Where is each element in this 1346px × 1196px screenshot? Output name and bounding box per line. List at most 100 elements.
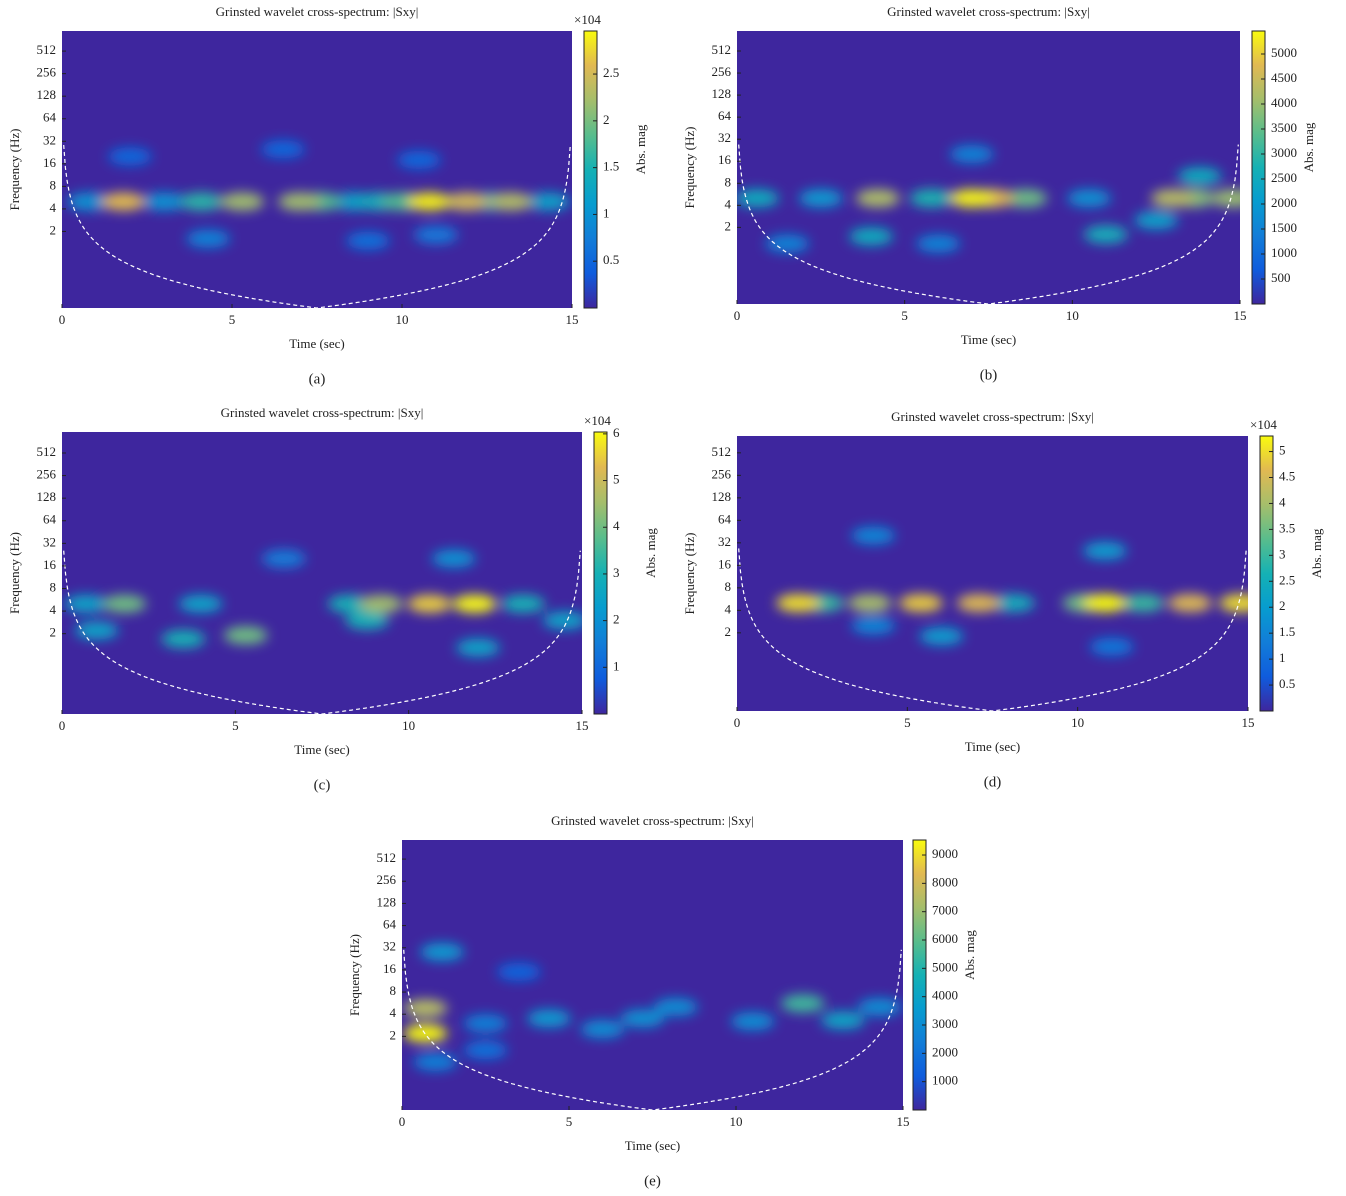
y-tick-label: 16 — [383, 961, 397, 976]
y-axis-label: Frequency (Hz) — [347, 934, 362, 1016]
colorbar-tick-label: 4500 — [1271, 70, 1297, 85]
colorbar-tick-label: 3 — [1279, 546, 1286, 561]
y-tick-label: 8 — [50, 579, 57, 594]
cone-of-influence — [63, 550, 581, 714]
colorbar-tick-label: 5000 — [1271, 45, 1297, 60]
heatmap-peak — [1134, 211, 1179, 230]
y-tick-label: 128 — [37, 87, 57, 102]
colorbar-label: Abs. mag — [1301, 122, 1316, 172]
heatmap-peak — [526, 1009, 571, 1028]
x-axis-label: Time (sec) — [289, 336, 345, 351]
heatmap-peak — [857, 998, 902, 1017]
heatmap-peak — [102, 594, 147, 613]
x-tick-label: 0 — [734, 308, 741, 323]
panel-label: (b) — [980, 367, 998, 383]
colorbar-tick-label: 2 — [613, 612, 620, 627]
colorbar-tick-label: 2 — [1279, 598, 1286, 613]
y-tick-label: 128 — [712, 489, 732, 504]
heatmap-peak — [413, 1052, 458, 1071]
y-axis-label: Frequency (Hz) — [7, 532, 22, 614]
heatmap-peak — [1089, 637, 1134, 656]
heatmap-peak — [820, 1011, 865, 1030]
heatmap-peak — [542, 611, 582, 630]
y-tick-label: 256 — [712, 64, 732, 79]
heatmap-peak — [730, 1012, 775, 1031]
y-tick-label: 16 — [43, 155, 57, 170]
colorbar-tick-label: 500 — [1271, 270, 1291, 285]
y-tick-label: 4 — [50, 602, 57, 617]
colorbar-tick-label: 1 — [1279, 650, 1286, 665]
y-tick-label: 128 — [712, 86, 732, 101]
colorbar — [583, 30, 598, 309]
x-tick-label: 5 — [901, 308, 908, 323]
heatmap-peak — [653, 998, 698, 1017]
heatmap-peak — [444, 192, 489, 211]
x-tick-label: 15 — [897, 1114, 910, 1129]
y-axis-label: Frequency (Hz) — [682, 533, 697, 615]
colorbar-tick-label: 2500 — [1271, 170, 1297, 185]
chart-panel: Grinsted wavelet cross-spectrum: |Sxy| 0 5… — [7, 4, 648, 387]
heatmap-peak — [488, 192, 533, 211]
colorbar-label: Abs. mag — [643, 528, 658, 578]
colorbar-tick-label: 1000 — [932, 1073, 958, 1088]
heatmap-peak — [1120, 594, 1165, 613]
colorbar — [912, 839, 927, 1111]
x-axis-label: Time (sec) — [961, 332, 1017, 347]
heatmap-peak — [327, 594, 372, 613]
heatmap-peak — [849, 227, 894, 246]
y-tick-label: 64 — [718, 511, 732, 526]
y-tick-label: 512 — [37, 42, 57, 57]
y-tick-label: 16 — [718, 556, 732, 571]
colorbar-tick-label: 1.5 — [1279, 624, 1295, 639]
heatmap-peak — [431, 549, 476, 568]
x-tick-label: 10 — [402, 718, 415, 733]
heatmap-peak — [798, 189, 843, 208]
heatmap-peak — [397, 150, 441, 169]
heatmap-peak — [580, 1020, 625, 1039]
heatmap-peak — [67, 192, 112, 211]
colorbar-tick-label: 2 — [603, 112, 610, 127]
heatmap-peak — [179, 192, 224, 211]
heatmap-layer — [63, 549, 582, 714]
colorbar-tick-label: 6 — [613, 425, 620, 440]
x-tick-label: 10 — [396, 312, 409, 327]
x-tick-label: 5 — [229, 312, 236, 327]
chart-panel: Grinsted wavelet cross-spectrum: |Sxy| 0 5… — [682, 409, 1324, 790]
heatmap-peak — [463, 1014, 508, 1033]
heatmap-layer — [403, 943, 902, 1110]
colorbar-tick-label: 3500 — [1271, 120, 1297, 135]
heatmap-peak — [142, 192, 186, 211]
heatmap-peak — [161, 629, 206, 648]
y-tick-label: 16 — [43, 557, 57, 572]
heatmap-peak — [420, 943, 465, 962]
heatmap-peak — [1177, 167, 1222, 186]
x-tick-label: 0 — [734, 715, 741, 730]
x-tick-label: 15 — [1242, 715, 1255, 730]
cone-of-influence — [738, 144, 1239, 304]
chart-title: Grinsted wavelet cross-spectrum: |Sxy| — [551, 813, 754, 828]
heatmap-peak — [1083, 225, 1128, 244]
y-tick-label: 32 — [718, 130, 731, 145]
heatmap-peak — [358, 594, 403, 613]
x-tick-label: 15 — [566, 312, 579, 327]
x-tick-label: 15 — [576, 718, 589, 733]
heatmap-peak — [501, 594, 546, 613]
plot-background — [62, 432, 582, 714]
colorbar-tick-label: 4 — [613, 518, 620, 533]
y-axis-label: Frequency (Hz) — [682, 127, 697, 209]
colorbar-tick-label: 6000 — [932, 931, 958, 946]
heatmap-layer — [63, 140, 571, 308]
colorbar-tick-label: 3.5 — [1279, 520, 1295, 535]
colorbar-tick-label: 1500 — [1271, 220, 1297, 235]
chart-title: Grinsted wavelet cross-spectrum: |Sxy| — [216, 4, 419, 19]
plot-background — [402, 840, 903, 1110]
heatmap-peak — [220, 192, 265, 211]
heatmap-peak — [278, 192, 322, 211]
y-tick-label: 32 — [383, 939, 396, 954]
y-tick-label: 512 — [377, 850, 397, 865]
plot-background — [737, 31, 1240, 304]
y-tick-label: 32 — [43, 132, 56, 147]
x-axis-label: Time (sec) — [965, 739, 1021, 754]
heatmap-peak — [1168, 594, 1213, 613]
